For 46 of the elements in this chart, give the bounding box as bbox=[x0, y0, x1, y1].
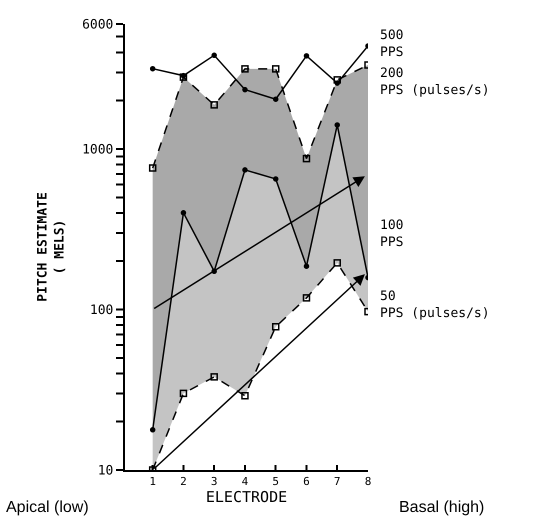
point bbox=[333, 259, 341, 267]
point bbox=[304, 53, 310, 59]
y-axis-title: PITCH ESTIMATE ( MELS) bbox=[36, 192, 68, 302]
point bbox=[210, 101, 218, 109]
point bbox=[241, 392, 249, 400]
x-tick-label: 3 bbox=[210, 475, 218, 488]
point bbox=[180, 210, 186, 216]
point bbox=[148, 164, 156, 172]
y-tick-label: 10 bbox=[98, 464, 114, 479]
x-tick-label: 4 bbox=[242, 475, 249, 488]
x-tick-label: 1 bbox=[149, 475, 156, 488]
series-label: 500 PPS bbox=[380, 28, 404, 60]
point bbox=[211, 52, 217, 58]
point bbox=[150, 66, 156, 72]
text: Apical (low) bbox=[6, 499, 89, 516]
y-tick-label: 1000 bbox=[82, 142, 114, 158]
point bbox=[272, 323, 280, 331]
point bbox=[180, 73, 188, 81]
x-tick-label: 6 bbox=[303, 475, 310, 488]
point bbox=[272, 96, 278, 102]
x-tick-label: 8 bbox=[364, 475, 372, 488]
y-tick-label: 100 bbox=[90, 303, 114, 318]
point bbox=[242, 86, 248, 92]
point bbox=[180, 390, 188, 398]
point bbox=[272, 65, 280, 73]
point bbox=[180, 72, 186, 78]
point bbox=[334, 80, 340, 86]
point bbox=[334, 122, 340, 128]
point bbox=[304, 263, 310, 269]
series-label: 200 PPS (pulses/s) bbox=[380, 66, 490, 98]
series-label: 50 PPS (pulses/s) bbox=[380, 289, 490, 321]
x-tick-label: 2 bbox=[180, 475, 187, 488]
point bbox=[272, 176, 278, 182]
point bbox=[333, 76, 341, 84]
text: Basal (high) bbox=[399, 499, 484, 516]
point bbox=[242, 167, 248, 173]
point bbox=[150, 427, 156, 433]
x-axis-title: ELECTRODE bbox=[206, 488, 288, 506]
point bbox=[210, 373, 218, 381]
series-label: 100 PPS bbox=[380, 218, 404, 250]
point bbox=[302, 294, 310, 302]
x-tick-label: 7 bbox=[334, 475, 341, 488]
y-tick-label: 6000 bbox=[82, 18, 114, 33]
x-tick-label: 5 bbox=[272, 475, 280, 488]
point bbox=[241, 65, 249, 73]
point bbox=[302, 154, 310, 162]
